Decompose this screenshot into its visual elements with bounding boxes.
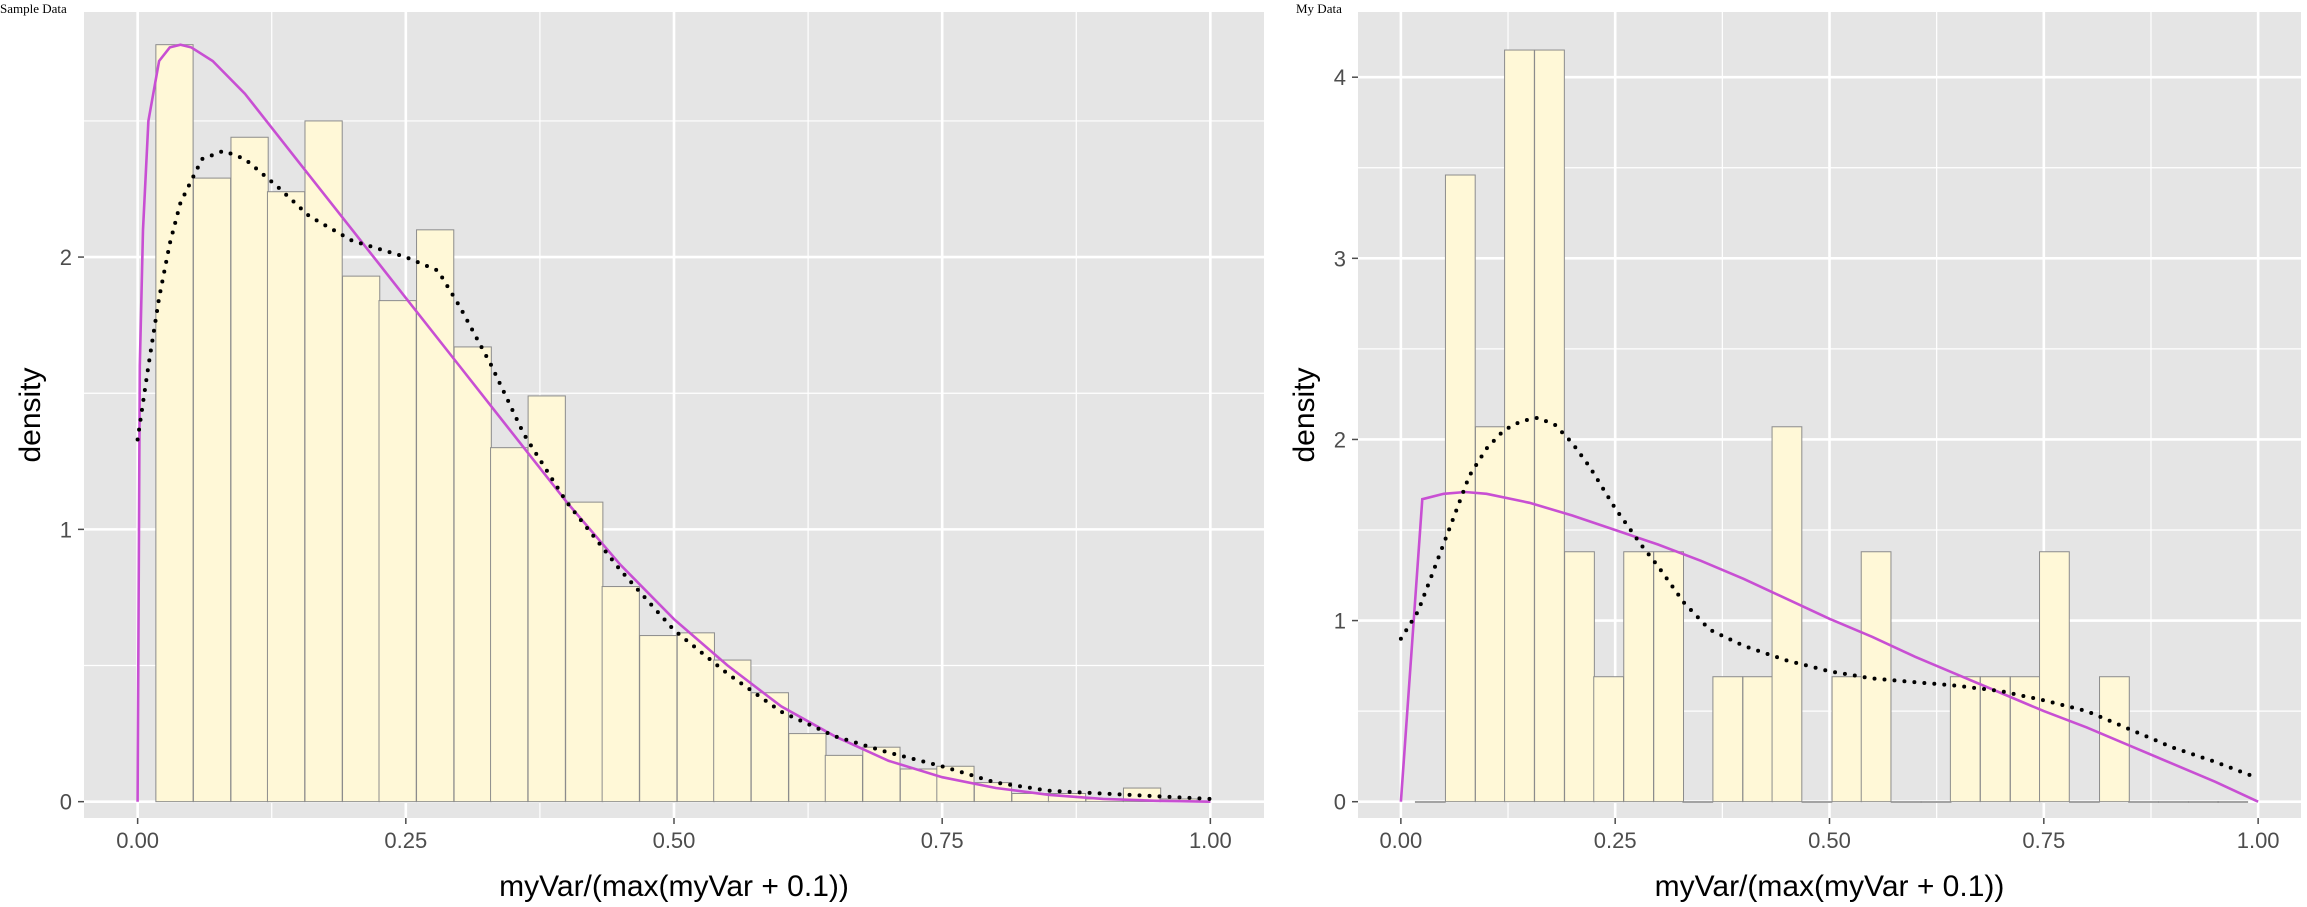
histogram-bar (1564, 551, 1595, 803)
chart-panel-sample-data: Sample Data 0.00 0.25 0.50 0.75 1.00 0 1 2 myVar… (0, 1, 1264, 903)
chart-panel-my-data: My Data 0.00 0.25 0.50 0.75 1.00 0 1 2 3 4 myVar/(… (1288, 0, 2307, 907)
x-tick-label: 0.25 (384, 828, 427, 853)
histogram-bar (713, 659, 752, 803)
histogram-bar (788, 733, 827, 803)
histogram-bar (1474, 426, 1506, 803)
y-tick-label: 1 (60, 517, 72, 542)
histogram-bar (155, 44, 194, 803)
histogram-bar (1504, 49, 1535, 803)
histogram-bar (416, 229, 455, 803)
histogram-bar (1742, 676, 1774, 803)
x-tick-label: 0.00 (116, 828, 159, 853)
histogram-bar (1920, 801, 1952, 803)
y-tick-label: 0 (60, 790, 72, 815)
histogram-bar (824, 754, 863, 803)
histogram-bar (973, 782, 1013, 803)
histogram-bar (601, 586, 640, 803)
density-curve-dotted (1398, 415, 2261, 781)
histogram-bar (342, 275, 381, 803)
chart-title: Sample Data (0, 1, 67, 16)
histogram-bar (2009, 676, 2041, 803)
y-tick-label: 2 (1334, 427, 1346, 452)
histogram-bar (192, 177, 232, 803)
histogram-bar (2069, 801, 2100, 803)
x-tick-label: 1.00 (2237, 828, 2280, 853)
x-tick-label: 1.00 (1189, 828, 1232, 853)
density-curve-dotted (135, 148, 1213, 801)
histogram-bar (266, 191, 306, 803)
x-tick-label: 0.25 (1594, 828, 1637, 853)
histogram-bar (750, 692, 789, 803)
histogram-bar (936, 765, 975, 803)
histogram-bar (1890, 801, 1922, 803)
x-tick-label: 0.50 (1808, 828, 1851, 853)
histogram-bar (1949, 676, 1981, 803)
histogram-bar (2158, 801, 2189, 803)
histogram-bar (2039, 551, 2070, 803)
histogram-bar (1979, 676, 2011, 803)
y-tick-label: 4 (1334, 65, 1346, 90)
histogram-bar (1534, 49, 1565, 803)
x-tick-label: 0.00 (1379, 828, 1422, 853)
y-tick-label: 3 (1334, 246, 1346, 271)
histogram-bar (1593, 676, 1624, 803)
histogram-bar (1414, 801, 1446, 803)
histogram-bar (1623, 551, 1655, 803)
x-tick-label: 0.75 (921, 828, 964, 853)
histogram-bar (1682, 801, 1714, 803)
histogram-bar (1801, 801, 1833, 803)
histogram-bar (1831, 676, 1863, 803)
histogram-bar (1712, 676, 1744, 803)
histogram-bar (2188, 801, 2219, 803)
histogram-bar (230, 136, 269, 803)
y-axis-title: density (1288, 367, 1321, 462)
histogram-bar (1444, 174, 1476, 803)
histogram-bar (490, 447, 529, 803)
y-tick-label: 0 (1334, 790, 1346, 815)
histogram-bar (565, 501, 604, 803)
y-tick-label: 1 (1334, 609, 1346, 634)
chart-title: My Data (1296, 1, 1342, 16)
x-tick-label: 0.75 (2022, 828, 2065, 853)
fitted-curve (1399, 490, 2259, 803)
histogram-bar (2217, 801, 2249, 803)
y-axis-title: density (14, 367, 47, 462)
histogram-bar (304, 120, 343, 803)
histogram-bar (378, 300, 417, 803)
x-tick-label: 0.50 (653, 828, 696, 853)
x-axis-title: myVar/(max(myVar + 0.1)) (499, 870, 849, 903)
x-axis-title: myVar/(max(myVar + 0.1)) (1655, 870, 2005, 903)
histogram-bar (453, 346, 492, 803)
histogram-bar (639, 635, 678, 803)
histogram-bar (1653, 551, 1685, 803)
histogram-bar (2128, 801, 2159, 803)
histogram-bar (1771, 426, 1803, 803)
y-tick-label: 2 (60, 245, 72, 270)
chart-svg: 0.00 0.25 0.50 0.75 1.00 0 1 2 myVar/(max(myVar … (14, 12, 1264, 903)
chart-svg: 0.00 0.25 0.50 0.75 1.00 0 1 2 3 4 myVar/(max(myVa… (1288, 12, 2301, 903)
histogram-bar (527, 395, 566, 803)
fitted-curve (136, 43, 1211, 803)
